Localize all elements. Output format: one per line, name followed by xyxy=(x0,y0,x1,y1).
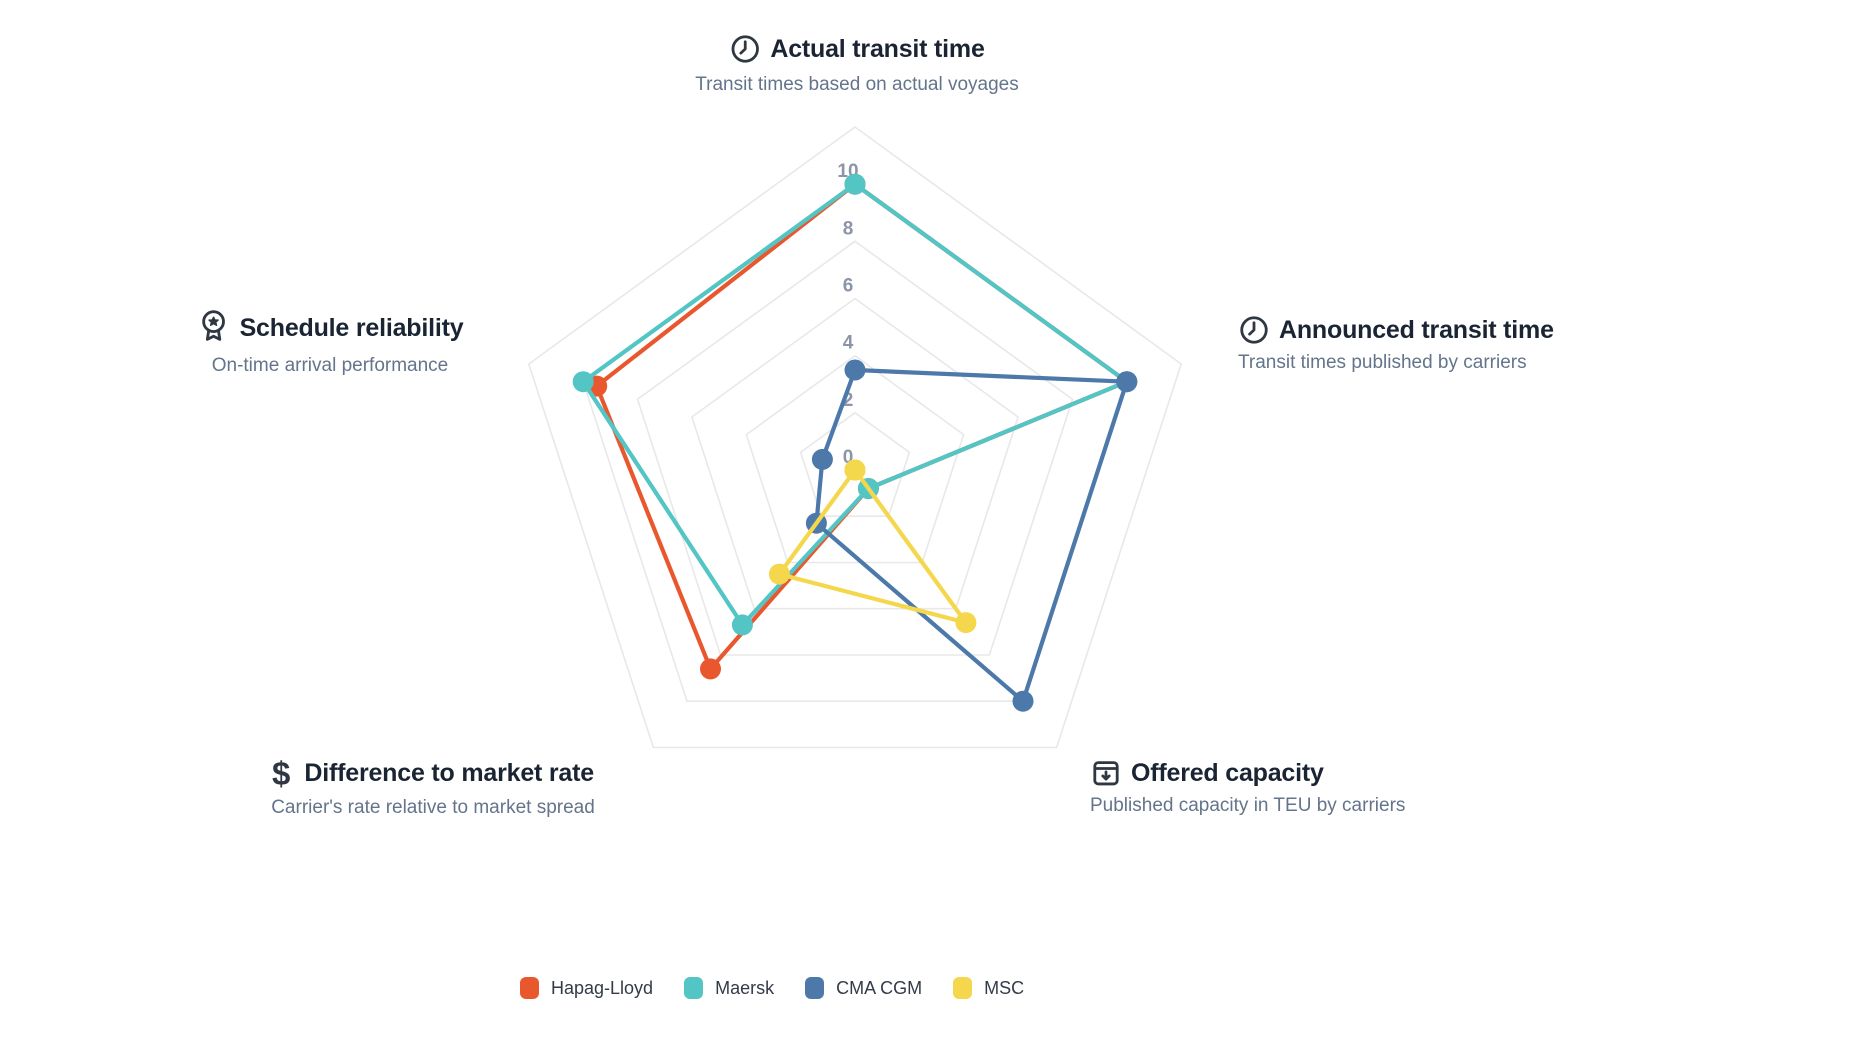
axis-title: Schedule reliability xyxy=(239,313,464,342)
axis-label-offered-capacity: Offered capacity Published capacity in T… xyxy=(1090,757,1405,817)
axis-subtitle: Transit times published by carriers xyxy=(1238,352,1527,373)
legend-label: CMA CGM xyxy=(836,977,923,998)
legend-swatch-cma-cgm xyxy=(805,977,825,999)
axis-label-actual-transit-time: Actual transit time Transit times based … xyxy=(695,33,1019,96)
radar-grid-ring xyxy=(745,354,965,564)
axis-title: Actual transit time xyxy=(770,34,985,63)
axis-title: Offered capacity xyxy=(1131,758,1324,787)
series-line-cma-cgm xyxy=(814,367,1129,704)
legend: Hapag-Lloyd Maersk CMA CGM MSC xyxy=(520,977,1024,999)
radar-grid-ring xyxy=(636,240,1074,656)
axis-subtitle: On-time arrival performance xyxy=(211,355,449,376)
radar-grid-ring xyxy=(527,126,1183,749)
data-point-maersk-actual_transit_time[interactable] xyxy=(844,173,866,195)
radial-tick-label: 4 xyxy=(843,333,854,354)
axis-label-announced-transit-time: Announced transit time Transit times pub… xyxy=(1238,314,1554,374)
legend-item-hapag-lloyd[interactable]: Hapag-Lloyd xyxy=(520,977,653,999)
radar-grid-ring xyxy=(690,297,1020,610)
axis-subtitle: Carrier's rate relative to market spread xyxy=(271,797,595,818)
data-point-hapag-lloyd-difference_to_market_rate[interactable] xyxy=(700,658,721,680)
medal-icon xyxy=(197,308,231,348)
series-line-maersk xyxy=(581,182,1129,628)
axis-title: Difference to market rate xyxy=(304,759,594,787)
radial-tick-label: 8 xyxy=(843,218,854,239)
data-point-cma-cgm-schedule_reliability[interactable] xyxy=(811,448,833,470)
legend-swatch-msc xyxy=(953,977,973,999)
data-point-cma-cgm-actual_transit_time[interactable] xyxy=(844,359,866,381)
clock-icon xyxy=(1238,314,1270,346)
legend-item-msc[interactable]: MSC xyxy=(953,977,1024,999)
dollar-icon: $ xyxy=(272,755,291,792)
axis-subtitle: Transit times based on actual voyages xyxy=(695,74,1019,95)
data-point-cma-cgm-offered_capacity[interactable] xyxy=(1012,690,1034,712)
data-point-msc-schedule_reliability[interactable] xyxy=(844,459,866,481)
legend-item-cma-cgm[interactable]: CMA CGM xyxy=(805,977,922,999)
axis-label-schedule-reliability: Schedule reliability On-time arrival per… xyxy=(197,308,464,377)
axis-subtitle: Published capacity in TEU by carriers xyxy=(1090,795,1406,816)
legend-label: Hapag-Lloyd xyxy=(551,977,654,998)
legend-label: MSC xyxy=(984,977,1025,998)
axis-title: Announced transit time xyxy=(1279,315,1554,344)
legend-swatch-maersk xyxy=(684,977,704,999)
data-point-msc-difference_to_market_rate[interactable] xyxy=(768,563,790,585)
data-point-maersk-difference_to_market_rate[interactable] xyxy=(731,614,753,636)
clock-icon xyxy=(729,33,761,65)
data-point-maersk-schedule_reliability[interactable] xyxy=(572,371,594,393)
legend-swatch-hapag-lloyd xyxy=(520,977,539,999)
radial-tick-label: 0 xyxy=(843,447,854,468)
radar-grid-ring xyxy=(799,411,911,518)
legend-item-maersk[interactable]: Maersk xyxy=(684,977,774,999)
archive-arrow-down-icon xyxy=(1090,757,1122,789)
data-point-msc-offered_capacity[interactable] xyxy=(955,612,977,634)
radial-tick-label: 2 xyxy=(843,390,854,411)
axis-label-difference-to-market-rate: $ Difference to market rate Carrier's ra… xyxy=(271,757,595,819)
radar-grid-ring xyxy=(582,183,1128,703)
legend-label: Maersk xyxy=(715,977,775,998)
data-point-cma-cgm-announced_transit_time[interactable] xyxy=(1116,371,1138,393)
radial-tick-label: 6 xyxy=(843,276,854,297)
series-line-msc xyxy=(777,467,969,625)
